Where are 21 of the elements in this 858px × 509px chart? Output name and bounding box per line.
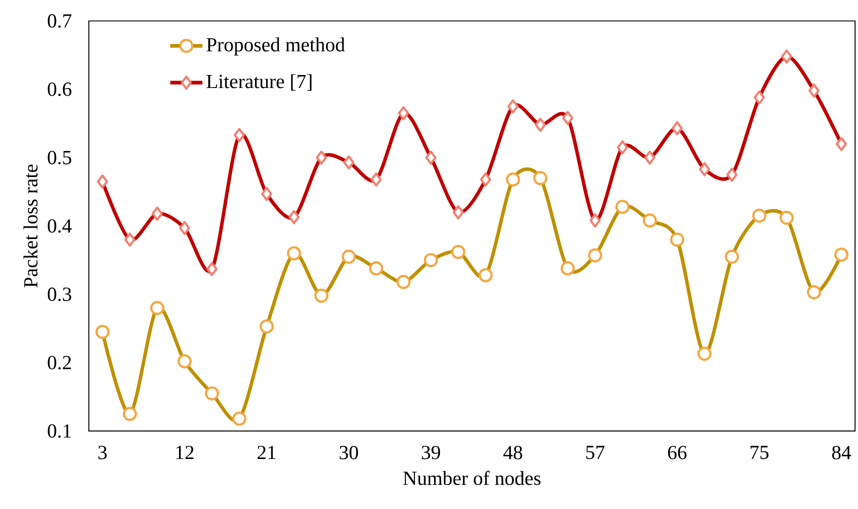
legend-label: Proposed method (206, 38, 345, 56)
x-axis-title: Number of nodes (403, 470, 540, 486)
x-tick-label: 84 (832, 446, 852, 460)
x-tick-label: 30 (340, 446, 358, 460)
legend-label: Literature [7] (206, 74, 312, 91)
x-tick-label: 12 (176, 446, 194, 460)
x-tick-label: 75 (750, 446, 768, 460)
y-tick-label: 0.6 (48, 82, 72, 96)
y-tick-label: 0.7 (48, 14, 72, 28)
x-tick-label: 3 (98, 446, 107, 460)
y-tick-label: 0.1 (48, 424, 71, 438)
y-tick-label: 0.3 (48, 288, 72, 302)
x-tick-label: 39 (422, 446, 440, 460)
y-tick-label: 0.4 (48, 219, 72, 233)
x-tick-label: 66 (668, 446, 687, 460)
x-tick-label: 21 (258, 446, 276, 460)
x-tick-label: 48 (503, 446, 522, 460)
y-tick-label: 0.5 (48, 150, 72, 164)
y-tick-label: 0.2 (48, 356, 71, 370)
x-tick-label: 57 (586, 446, 604, 460)
y-axis-title: Packet loss rate (23, 164, 38, 288)
